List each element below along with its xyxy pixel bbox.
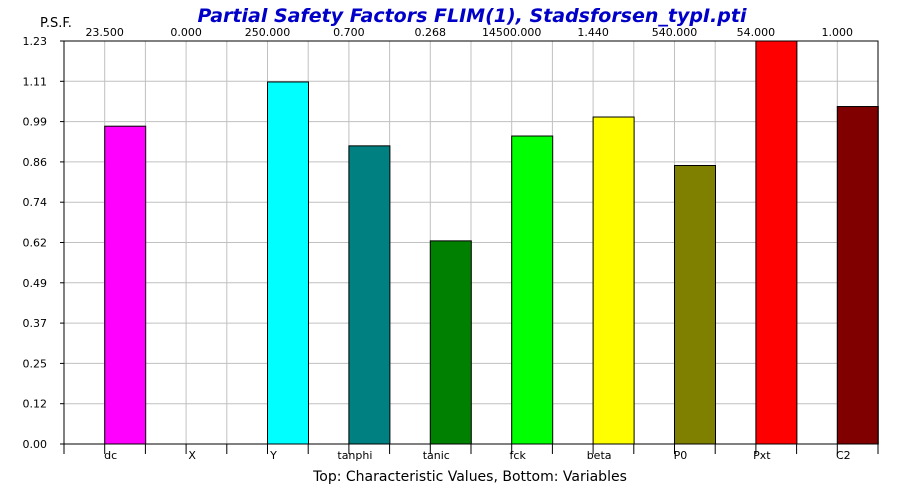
top-value-label: 0.268: [415, 26, 447, 39]
y-tick-label: 0.37: [23, 317, 48, 330]
x-axis-label: Top: Characteristic Values, Bottom: Vari…: [312, 469, 627, 485]
bar-pxt: [755, 40, 798, 445]
category-label: P0: [674, 449, 688, 462]
category-label: dc: [104, 449, 117, 462]
y-tick-label: 1.11: [23, 75, 48, 88]
chart-title: Partial Safety Factors FLIM(1), Stadsfor…: [198, 5, 747, 27]
y-tick-label: 0.12: [23, 398, 48, 411]
y-tick-label: 1.23: [23, 35, 48, 48]
top-value-label: 1.440: [577, 26, 609, 39]
y-tick-label: 0.74: [23, 196, 48, 209]
category-label: tanphi: [337, 449, 372, 462]
bar-tanic: [429, 240, 472, 445]
y-tick-label: 0.25: [23, 357, 48, 370]
top-value-label: 540.000: [652, 26, 698, 39]
y-axis-ticks: 0.00 0.12 0.25 0.37 0.49 0.62 0.74 0.86 0.99 1.11…: [23, 35, 64, 451]
y-tick-label: 0.86: [23, 156, 48, 169]
bar-c2: [836, 106, 879, 445]
y-tick-label: 0.49: [23, 277, 48, 290]
top-value-label: 0.700: [333, 26, 365, 39]
y-tick-label: 0.62: [23, 237, 48, 250]
bar-beta: [592, 116, 635, 445]
bars: [104, 40, 879, 445]
y-tick-label: 0.99: [23, 116, 48, 129]
top-value-label: 23.500: [85, 26, 124, 39]
category-label: C2: [836, 449, 851, 462]
category-label: beta: [587, 449, 612, 462]
bar-dc: [104, 125, 147, 445]
category-label: fck: [510, 449, 527, 462]
top-value-label: 0.000: [170, 26, 202, 39]
bottom-ticks: [63, 444, 879, 454]
top-value-label: 1.000: [822, 26, 854, 39]
top-value-label: 250.000: [245, 26, 291, 39]
category-label: tanic: [423, 449, 450, 462]
category-label: Pxt: [753, 449, 771, 462]
bar-tanphi: [348, 145, 391, 445]
bar-y: [267, 81, 309, 445]
category-label: X: [188, 449, 196, 462]
top-value-label: 14500.000: [482, 26, 542, 39]
y-tick-label: 0.00: [23, 438, 48, 451]
bar-fck: [511, 135, 554, 445]
bar-p0: [674, 165, 716, 445]
y-axis-label: P.S.F.: [40, 16, 72, 31]
top-value-label: 54.000: [737, 26, 776, 39]
top-value-labels: 23.500 0.000 250.000 0.700 0.268 14500.000 1.4…: [85, 26, 853, 39]
category-label: Y: [269, 449, 277, 462]
